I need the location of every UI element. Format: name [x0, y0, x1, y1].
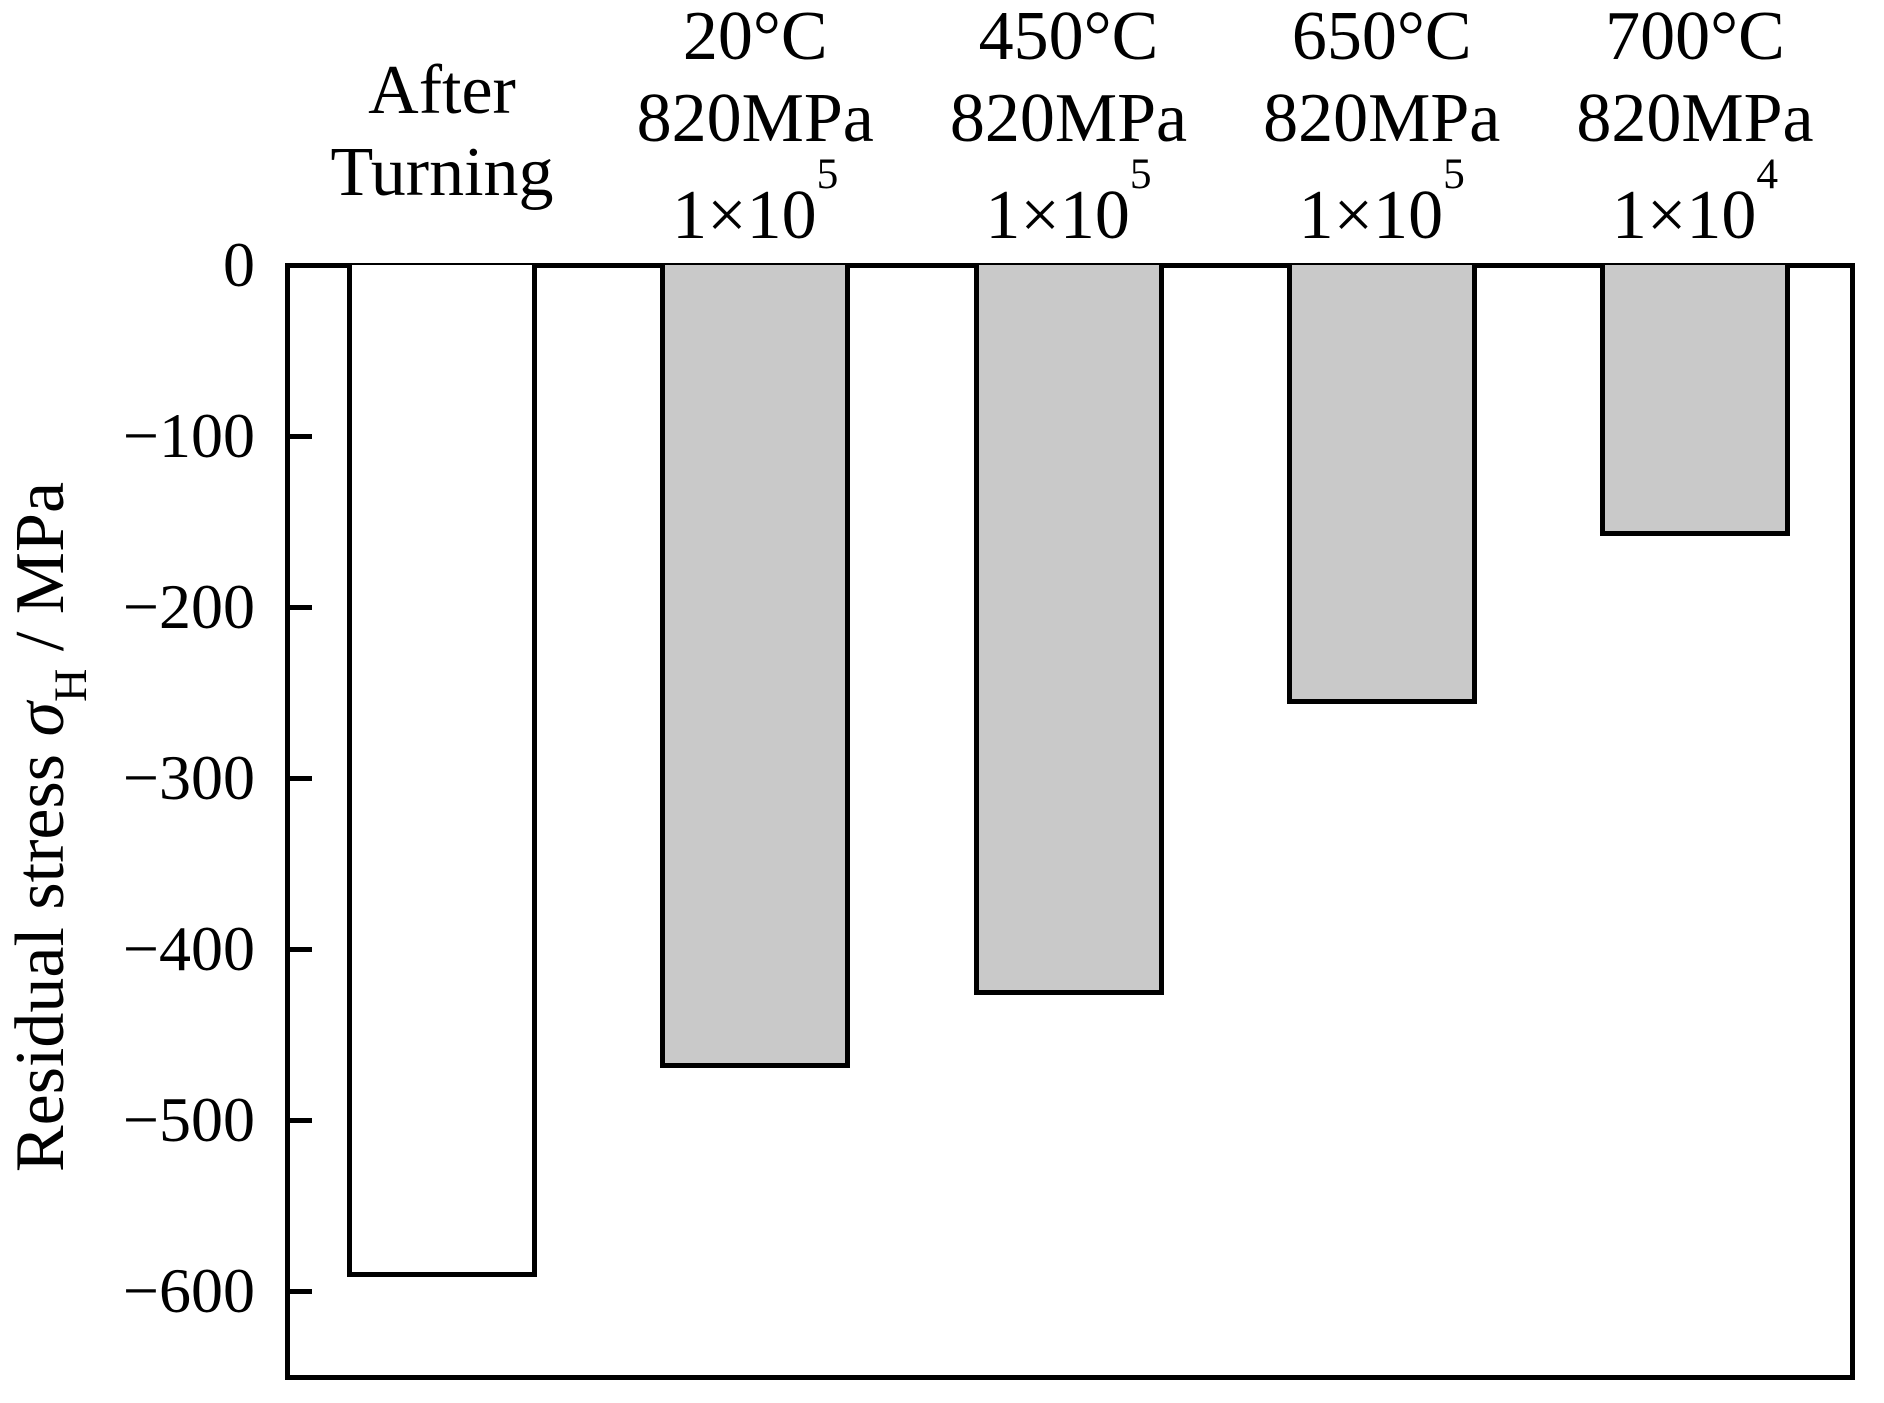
category-label-line: Turning	[252, 132, 632, 214]
y-tick-mark	[289, 775, 312, 781]
category-label-line: 1×105	[565, 152, 945, 257]
category-label-superscript: 4	[1756, 149, 1779, 198]
category-label-line: 450°C	[879, 0, 1259, 78]
y-tick-mark	[289, 1288, 312, 1294]
y-axis-label-part-prefix: Residual stress	[2, 736, 79, 1173]
bar-650c-820mpa-1e5	[1286, 265, 1477, 704]
category-label-line: 650°C	[1192, 0, 1572, 78]
category-label-superscript: 5	[1443, 149, 1465, 198]
category-label-text: 650°C	[1291, 0, 1472, 75]
y-tick-label: −200	[122, 571, 255, 643]
y-tick-label: −500	[122, 1084, 255, 1156]
category-label-line: 1×105	[879, 152, 1259, 257]
y-tick-mark	[289, 433, 312, 439]
category-label-text: 20°C	[682, 0, 828, 75]
y-tick-label: 0	[223, 229, 255, 300]
category-label-line: After	[252, 50, 632, 132]
category-label-text: 1×10	[672, 177, 817, 254]
category-label-text: 450°C	[978, 0, 1159, 75]
category-label-450c-820mpa-1e5: 450°C 820MPa 1×105	[879, 0, 1259, 257]
category-label-text: After	[368, 52, 516, 129]
category-label-20c-820mpa-1e5: 20°C 820MPa 1×105	[565, 0, 945, 257]
category-label-superscript: 5	[816, 149, 839, 198]
category-label-text: 1×10	[1298, 177, 1444, 254]
category-label-text: 820MPa	[949, 80, 1188, 157]
category-label-text: Turning	[330, 134, 554, 211]
category-label-superscript: 5	[1129, 149, 1152, 198]
y-axis-label-part-suffix: / MPa	[2, 481, 79, 669]
category-label-650c-820mpa-1e5: 650°C 820MPa 1×105	[1192, 0, 1572, 257]
category-label-700c-820mpa-1e4: 700°C 820MPa 1×104	[1505, 0, 1884, 257]
y-tick-label: −600	[122, 1255, 255, 1327]
category-label-line: 820MPa	[565, 78, 945, 160]
category-label-text: 820MPa	[1263, 80, 1501, 157]
y-axis-label-part-sigma: σ	[2, 702, 79, 737]
y-tick-mark	[289, 1117, 312, 1123]
category-label-line: 700°C	[1505, 0, 1884, 78]
category-label-line: 820MPa	[879, 78, 1259, 160]
y-tick-label: −400	[122, 913, 255, 985]
y-tick-label: −300	[122, 742, 255, 814]
category-label-text: 700°C	[1605, 0, 1785, 75]
bar-450c-820mpa-1e5	[973, 265, 1164, 995]
category-label-text: 1×10	[985, 177, 1130, 254]
category-label-line: 1×105	[1192, 152, 1572, 257]
category-label-line: 820MPa	[1505, 78, 1884, 160]
bar-after-turning	[347, 265, 537, 1277]
category-label-line: 820MPa	[1192, 78, 1572, 160]
y-axis-label-part-sigma_sub: H	[45, 668, 97, 702]
y-axis-label: Residual stress σH / MPa	[2, 481, 96, 1173]
bar-20c-820mpa-1e5	[660, 265, 851, 1069]
category-label-after-turning: After Turning	[252, 50, 632, 214]
category-label-text: 1×10	[1611, 177, 1757, 254]
bar-700c-820mpa-1e4	[1600, 265, 1790, 537]
category-label-line: 1×104	[1505, 152, 1884, 257]
category-label-text: 820MPa	[1576, 80, 1814, 157]
category-label-text: 820MPa	[636, 80, 874, 157]
y-tick-mark	[289, 604, 312, 610]
y-tick-mark	[289, 946, 312, 952]
category-label-line: 20°C	[565, 0, 945, 78]
y-tick-label: −100	[122, 400, 255, 472]
